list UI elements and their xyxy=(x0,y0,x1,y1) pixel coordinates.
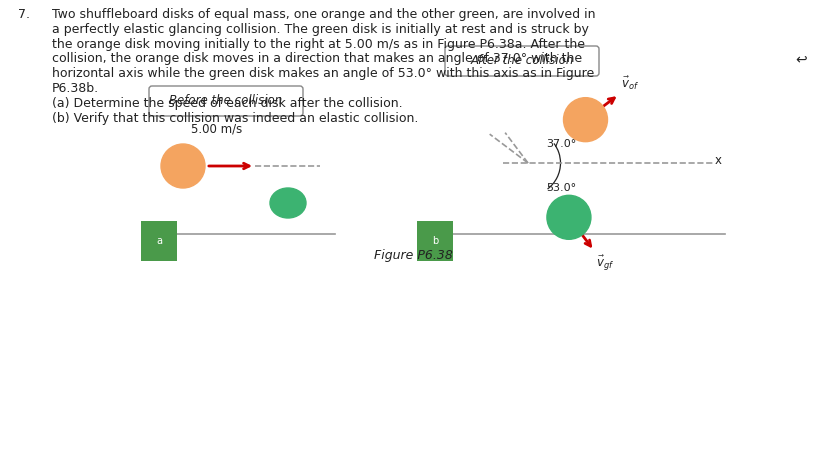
Text: After the collision: After the collision xyxy=(471,55,574,67)
Text: $\vec{v}_{gf}$: $\vec{v}_{gf}$ xyxy=(596,254,614,273)
Text: a perfectly elastic glancing collision. The green disk is initially at rest and : a perfectly elastic glancing collision. … xyxy=(52,23,589,36)
Text: Before the collision: Before the collision xyxy=(170,95,283,107)
Text: 5.00 m/s: 5.00 m/s xyxy=(191,123,242,136)
Text: a: a xyxy=(156,236,162,246)
Circle shape xyxy=(563,97,608,142)
Text: 37.0°: 37.0° xyxy=(546,139,576,149)
Text: the orange disk moving initially to the right at 5.00 m/s as in Figure P6.38a. A: the orange disk moving initially to the … xyxy=(52,38,585,50)
Text: P6.38b.: P6.38b. xyxy=(52,82,99,95)
Text: collision, the orange disk moves in a direction that makes an angle of 37.0° wit: collision, the orange disk moves in a di… xyxy=(52,52,582,65)
FancyBboxPatch shape xyxy=(445,46,599,76)
Text: x: x xyxy=(715,154,722,168)
FancyBboxPatch shape xyxy=(149,86,303,116)
Text: horizontal axis while the green disk makes an angle of 53.0° with this axis as i: horizontal axis while the green disk mak… xyxy=(52,67,595,80)
Text: b: b xyxy=(432,236,438,246)
Text: (b) Verify that this collision was indeed an elastic collision.: (b) Verify that this collision was indee… xyxy=(52,112,418,125)
Text: $\vec{v}_{of}$: $\vec{v}_{of}$ xyxy=(621,75,639,92)
Circle shape xyxy=(161,144,205,188)
Text: 53.0°: 53.0° xyxy=(546,183,576,193)
Text: ↩: ↩ xyxy=(795,52,806,66)
Circle shape xyxy=(547,195,591,239)
Ellipse shape xyxy=(270,188,306,218)
Text: 7.: 7. xyxy=(18,8,30,21)
Text: Figure P6.38: Figure P6.38 xyxy=(374,249,452,262)
Text: (a) Determine the speed of each disk after the collision.: (a) Determine the speed of each disk aft… xyxy=(52,97,403,110)
Text: Two shuffleboard disks of equal mass, one orange and the other green, are involv: Two shuffleboard disks of equal mass, on… xyxy=(52,8,595,21)
